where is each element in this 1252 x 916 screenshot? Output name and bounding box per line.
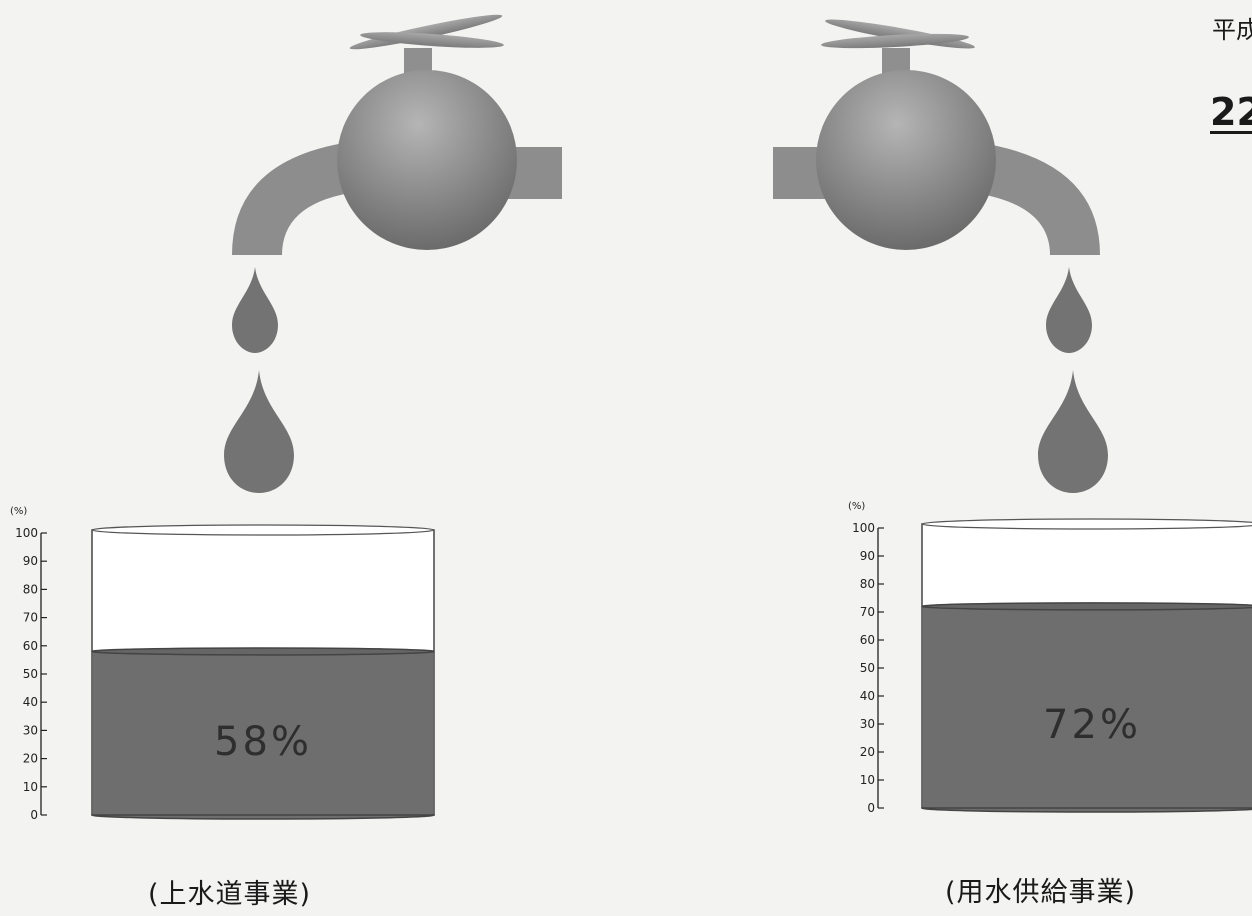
y-tick-label: 40 xyxy=(860,689,875,703)
chart-left: (%) 0 10 20 30 40 50 60 70 80 90 100 58% xyxy=(10,506,435,822)
y-tick-label: 60 xyxy=(860,633,875,647)
y-tick-label: 80 xyxy=(23,582,38,596)
y-tick-label: 90 xyxy=(860,549,875,563)
y-unit-label: (%) xyxy=(10,506,27,517)
corner-heading: 平成 xyxy=(1212,16,1252,44)
drop-icon xyxy=(224,370,294,493)
bar xyxy=(922,606,1252,808)
drop-icon xyxy=(232,267,278,353)
faucet-spout xyxy=(975,142,1100,255)
faucet-right xyxy=(773,19,1108,493)
y-unit-label: (%) xyxy=(848,501,865,512)
bar xyxy=(92,651,434,815)
faucet-handle xyxy=(821,33,969,49)
y-tick-label: 10 xyxy=(23,780,38,794)
faucet-spout xyxy=(232,142,350,255)
y-tick-label: 20 xyxy=(23,752,38,766)
y-tick-label: 80 xyxy=(860,577,875,591)
y-tick-label: 0 xyxy=(867,801,875,815)
y-tick-label: 50 xyxy=(860,661,875,675)
drop-icon xyxy=(1038,370,1108,493)
cylinder-top-rim xyxy=(921,518,1252,530)
corner-year: 22 xyxy=(1210,90,1252,134)
y-tick-label: 10 xyxy=(860,773,875,787)
bar-value-label: 72% xyxy=(1043,702,1141,748)
liquid-surface xyxy=(921,602,1252,611)
y-tick-label: 100 xyxy=(15,526,38,540)
y-tick-label: 30 xyxy=(23,723,38,737)
y-tick-label: 0 xyxy=(30,808,38,822)
y-tick-label: 90 xyxy=(23,554,38,568)
y-tick-label: 40 xyxy=(23,695,38,709)
liquid-surface xyxy=(91,647,435,656)
y-tick-label: 70 xyxy=(860,605,875,619)
cylinder-top-rim xyxy=(91,524,435,536)
cylinder-bottom-curve xyxy=(921,807,1252,813)
y-tick-label: 100 xyxy=(852,521,875,535)
y-tick-label: 60 xyxy=(23,639,38,653)
faucet-ball xyxy=(816,70,996,250)
y-tick-label: 20 xyxy=(860,745,875,759)
faucet-handle xyxy=(360,32,504,48)
y-tick-label: 70 xyxy=(23,611,38,625)
chart-right: (%) 0 10 20 30 40 50 60 70 80 90 100 72% xyxy=(848,501,1252,815)
faucet-left xyxy=(224,14,562,493)
chart-caption-right: (用水供給事業) xyxy=(945,877,1137,908)
cylinder-bottom-curve xyxy=(91,814,435,820)
drop-icon xyxy=(1046,267,1092,353)
bar-value-label: 58% xyxy=(214,719,312,765)
chart-caption-left: (上水道事業) xyxy=(148,879,312,910)
y-tick-label: 50 xyxy=(23,667,38,681)
y-tick-label: 30 xyxy=(860,717,875,731)
faucet-ball xyxy=(337,70,517,250)
